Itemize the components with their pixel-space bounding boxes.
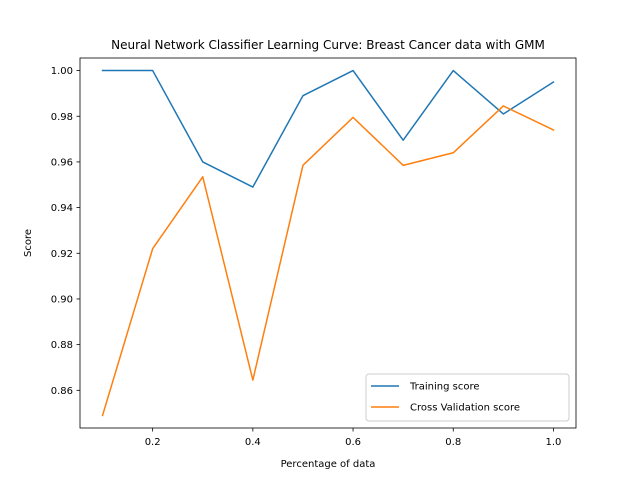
legend-box <box>365 373 570 422</box>
axis-ticks: 0.2 0.4 0.6 0.8 1.0 0.86 0.88 0.90 0.92 0.94 0.96 0… <box>51 66 562 448</box>
chart-title: Neural Network Classifier Learning Curve… <box>111 38 545 52</box>
x-tick-label: 0.6 <box>345 437 361 448</box>
x-tick-label: 0.4 <box>245 437 261 448</box>
y-tick-label: 0.86 <box>51 386 73 397</box>
y-tick-label: 0.98 <box>51 112 73 123</box>
y-tick-label: 0.88 <box>51 340 73 351</box>
legend-label-cross-validation-score: Cross Validation score <box>410 403 520 414</box>
series-line-training-score <box>101 69 555 188</box>
plot-area <box>101 69 555 417</box>
y-tick-label: 0.96 <box>51 158 73 169</box>
x-axis-label: Percentage of data <box>281 459 376 470</box>
y-tick-label: 0.94 <box>51 203 73 214</box>
legend-label-training-score: Training score <box>409 382 480 393</box>
series-line-cross-validation-score <box>101 105 555 417</box>
legend: Training score Cross Validation score <box>365 373 570 422</box>
axes-frame <box>79 57 577 429</box>
y-axis-label: Score <box>23 229 34 257</box>
x-tick-label: 0.2 <box>145 437 161 448</box>
y-tick-label: 0.92 <box>51 249 73 260</box>
y-tick-label: 1.00 <box>51 66 73 77</box>
y-tick-label: 0.90 <box>51 295 73 306</box>
x-tick-label: 1.0 <box>546 437 562 448</box>
x-tick-label: 0.8 <box>445 437 461 448</box>
